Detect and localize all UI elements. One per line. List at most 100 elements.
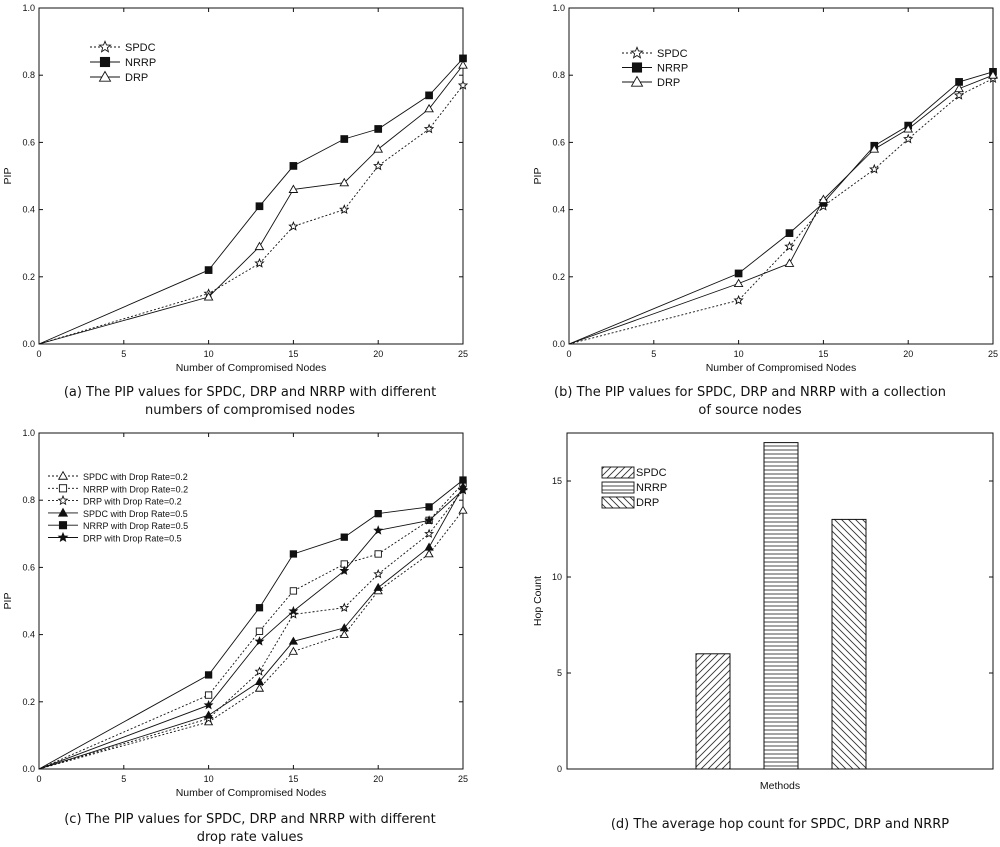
chart-a: 0 5 10 15 20 25 0.0 0.2 0.4 0.6 0.8 1.0 Number of Co… — [2, 3, 469, 374]
chart-c-series-spdc-with-drop-rate-0-5-point — [254, 676, 265, 685]
chart-c-series-spdc-with-drop-rate-0-5-point — [373, 582, 383, 591]
chart-c-series-spdc-with-drop-rate-0-2-point — [424, 549, 434, 558]
chart-c-series-drp-with-drop-rate-0-5-line — [38, 489, 464, 770]
chart-b-series-drp-point — [818, 194, 829, 204]
chart-c-series-spdc-with-drop-rate-0-5-point — [339, 623, 349, 632]
chart-c-series-drp-with-drop-rate-0-5-point — [288, 605, 299, 616]
chart-a-series-drp-point — [254, 241, 265, 251]
chart-c-series-drp-with-drop-rate-0-5-legend-label: DRP with Drop Rate=0.5 — [83, 534, 182, 544]
chart-c-xtick-label: 10 — [204, 774, 214, 784]
chart-a-xtick-label: 0 — [36, 349, 41, 359]
chart-a-series-spdc-point — [288, 221, 299, 231]
chart-d-legend-swatch-spdc — [601, 466, 635, 479]
chart-c-series-drp-with-drop-rate-0-2-line — [38, 489, 464, 770]
chart-c-series-nrrp-with-drop-rate-0-5-point — [289, 550, 298, 558]
chart-d-legend-label-spdc: SPDC — [636, 467, 667, 479]
chart-b-series-spdc-point — [733, 294, 744, 305]
chart-c-series-nrrp-with-drop-rate-0-2-point — [374, 550, 382, 558]
chart-c-series-spdc-with-drop-rate-0-2-point — [458, 505, 468, 514]
chart-c-series-drp-with-drop-rate-0-2-legend-marker — [57, 494, 69, 506]
chart-b-series-drp-legend-label: DRP — [657, 77, 680, 89]
chart-a-xtick-label: 25 — [458, 349, 468, 359]
chart-b-xtick-label: 0 — [566, 349, 571, 359]
chart-a-ytick-label: 0.6 — [22, 137, 35, 147]
chart-d-legend-label-nrrp: NRRP — [636, 482, 667, 494]
chart-d-bar-drp — [831, 518, 867, 770]
chart-a-series-spdc-legend-marker — [98, 40, 112, 53]
chart-a-xtick-label: 10 — [204, 349, 214, 359]
caption-c: (c) The PIP values for SPDC, DRP and NRR… — [10, 811, 490, 847]
chart-a-series-drp-point — [458, 60, 468, 69]
chart-d-ytick-label: 0 — [557, 764, 562, 774]
chart-c-xlabel: Number of Compromised Nodes — [176, 787, 327, 799]
chart-c-series-drp-with-drop-rate-0-5-point — [424, 515, 435, 525]
chart-c-series-spdc-with-drop-rate-0-5-legend-marker — [57, 507, 69, 517]
chart-b-ytick-label: 0.2 — [552, 272, 565, 282]
chart-a-series-nrrp-legend-label: NRRP — [125, 57, 156, 69]
chart-c-series-spdc-with-drop-rate-0-2-line — [38, 510, 464, 770]
chart-d-legend-label-drp: DRP — [636, 497, 659, 509]
chart-b-series-nrrp-legend-marker — [631, 62, 643, 73]
chart-c-xtick-label: 20 — [373, 774, 383, 784]
chart-d-legend-swatch-drp — [601, 496, 635, 509]
chart-a-series-nrrp-point — [204, 266, 213, 274]
chart-c-ytick-label: 0.4 — [22, 630, 35, 640]
chart-b-series-spdc-point — [869, 163, 880, 174]
chart-a-series-drp-legend-label: DRP — [125, 72, 148, 84]
chart-b-series-nrrp-point — [785, 229, 794, 237]
chart-a-ylabel: PIP — [2, 168, 14, 185]
chart-a-xlabel: Number of Compromised Nodes — [176, 362, 327, 374]
caption-d-line1: (d) The average hop count for SPDC, DRP … — [610, 817, 950, 832]
chart-c-series-drp-with-drop-rate-0-2-point — [339, 602, 350, 612]
chart-c-series-spdc-with-drop-rate-0-2-legend-label: SPDC with Drop Rate=0.2 — [83, 472, 188, 482]
chart-a-series-nrrp-point — [255, 202, 264, 211]
chart-c-series-nrrp-with-drop-rate-0-5-point — [255, 604, 264, 612]
chart-c-series-spdc-with-drop-rate-0-2-point — [339, 629, 349, 638]
chart-d-ylabel: Hop Count — [532, 576, 544, 626]
chart-c-series-drp-with-drop-rate-0-5-point — [373, 525, 384, 535]
chart-a-xtick-label: 5 — [121, 349, 126, 359]
chart-b-series-drp-point — [954, 83, 964, 93]
chart-c-series-nrrp-with-drop-rate-0-5-legend-marker — [58, 521, 68, 530]
chart-c-series-nrrp-with-drop-rate-0-5-line — [38, 479, 464, 770]
chart-c-series-drp-with-drop-rate-0-5-point — [203, 699, 214, 710]
chart-c-series-spdc-with-drop-rate-0-5-legend-label: SPDC with Drop Rate=0.5 — [83, 509, 188, 519]
chart-c-series-drp-with-drop-rate-0-5-point — [458, 484, 468, 495]
chart-c-ytick-label: 1.0 — [22, 428, 35, 438]
chart-a-series-nrrp-point — [374, 125, 383, 133]
chart-b-series-drp-line — [568, 74, 994, 345]
chart-b-series-nrrp-point — [734, 269, 743, 278]
chart-a-series-drp-line — [38, 64, 464, 345]
caption-c-line1: (c) The PIP values for SPDC, DRP and NRR… — [64, 812, 436, 827]
chart-b-ytick-label: 0.6 — [552, 137, 565, 147]
chart-d-ytick-label: 15 — [552, 476, 562, 486]
chart-d: 0 5 10 15 Methods Hop Count SPDC NRRP DRP — [532, 432, 994, 792]
chart-a-series-drp-point — [339, 177, 350, 187]
chart-c-xtick-label: 0 — [36, 774, 41, 784]
chart-a-series-drp-point — [288, 184, 299, 193]
chart-d-xlabel: Methods — [760, 780, 800, 792]
chart-b-series-spdc-point — [784, 241, 795, 251]
chart-d-bar-nrrp — [763, 442, 799, 770]
chart-a-xtick-label: 20 — [373, 349, 383, 359]
chart-c-series-nrrp-with-drop-rate-0-2-point — [204, 691, 213, 699]
chart-b-series-nrrp-legend-label: NRRP — [657, 63, 688, 75]
chart-c-ytick-label: 0.0 — [22, 764, 35, 774]
chart-c-series-drp-with-drop-rate-0-5-point — [254, 636, 265, 646]
caption-c-line2: drop rate values — [196, 830, 304, 845]
chart-a-series-spdc-point — [373, 160, 384, 171]
chart-c-series-spdc-with-drop-rate-0-5-point — [288, 636, 299, 645]
chart-b-series-spdc-point — [953, 89, 965, 100]
caption-a: (a) The PIP values for SPDC, DRP and NRR… — [10, 384, 490, 420]
chart-c-ylabel: PIP — [2, 593, 14, 610]
chart-a-plot-frame — [38, 7, 464, 345]
chart-c-xtick-label: 15 — [288, 774, 298, 784]
chart-c-series-spdc-with-drop-rate-0-5-point — [203, 710, 214, 719]
chart-b-xtick-label: 10 — [734, 349, 744, 359]
chart-d-bar-spdc — [695, 653, 731, 770]
caption-a-line1: (a) The PIP values for SPDC, DRP and NRR… — [63, 385, 437, 400]
chart-a-series-nrrp-line — [38, 58, 464, 345]
chart-b-series-spdc-point — [903, 133, 914, 144]
chart-c-series-drp-with-drop-rate-0-2-legend-label: DRP with Drop Rate=0.2 — [83, 497, 182, 507]
chart-b-xlabel: Number of Compromised Nodes — [706, 362, 857, 374]
